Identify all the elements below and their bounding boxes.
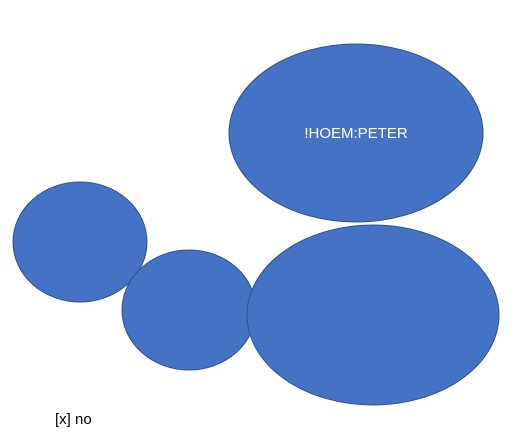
top-ellipse[interactable]: [228, 43, 484, 223]
bottom-right-ellipse[interactable]: [246, 224, 500, 406]
top-ellipse-label: !HOEM:PETER: [304, 125, 408, 142]
middle-circle[interactable]: [121, 249, 257, 371]
caption-text: [x] no: [55, 411, 92, 428]
left-circle[interactable]: [12, 181, 148, 303]
